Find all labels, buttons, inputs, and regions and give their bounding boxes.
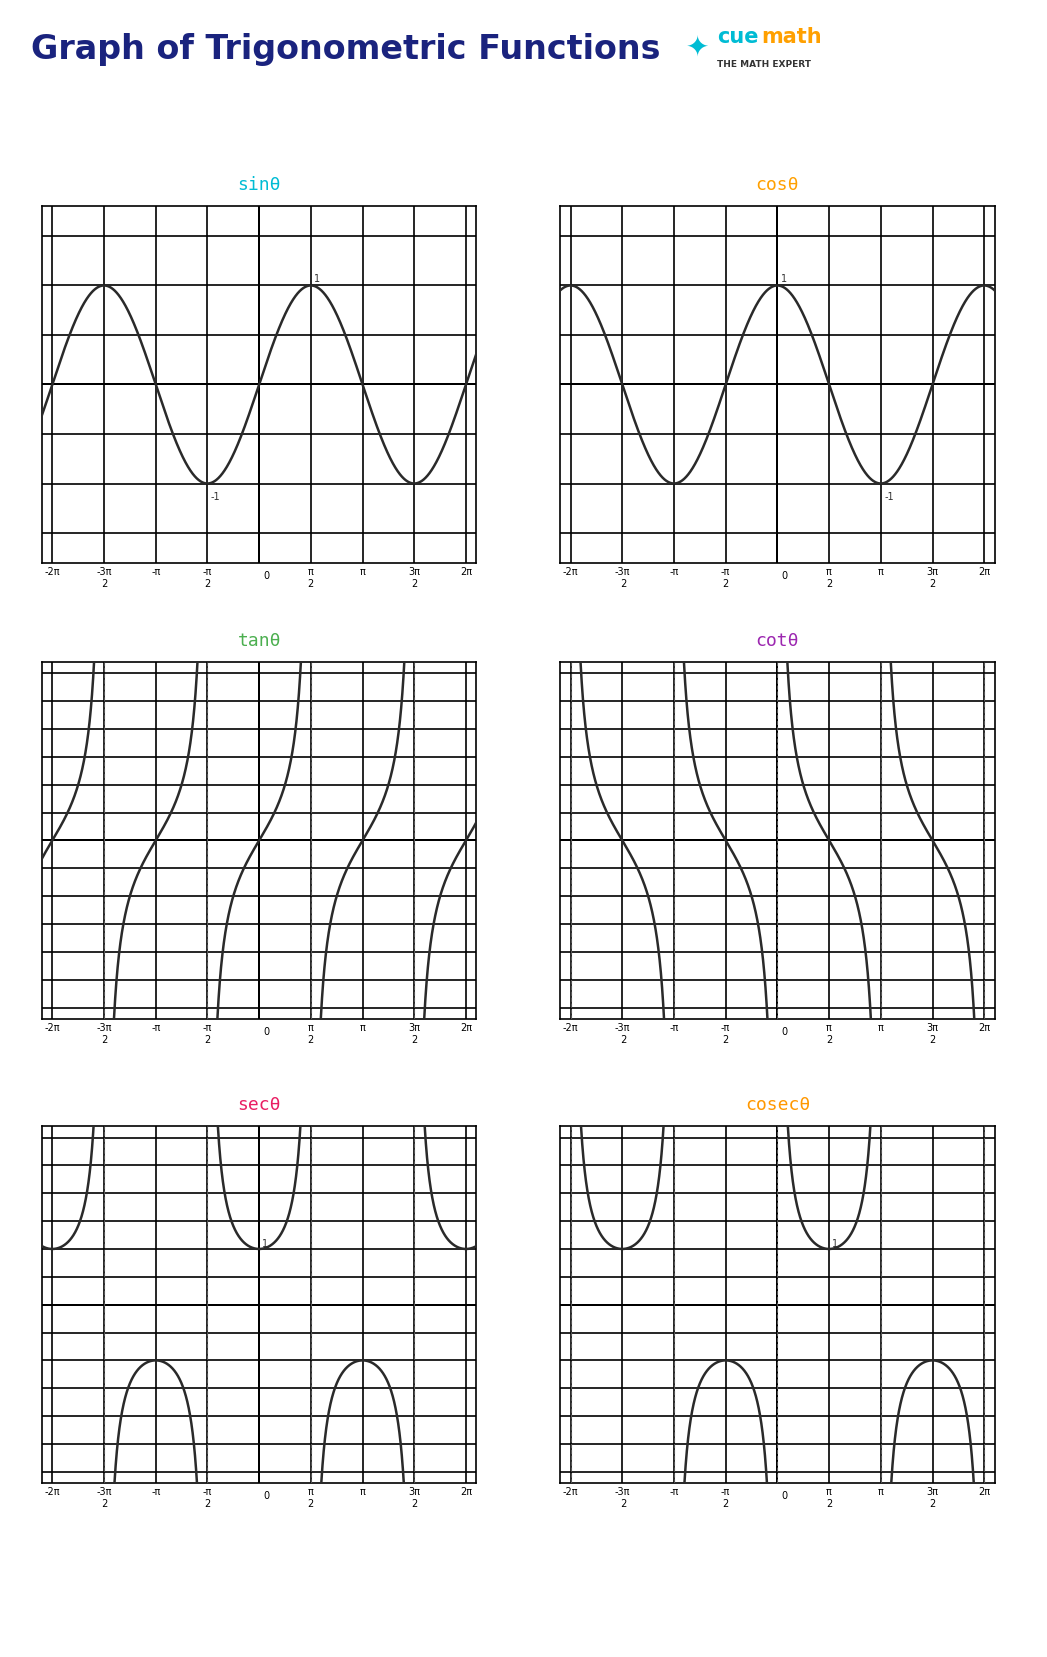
Text: π: π bbox=[359, 567, 365, 577]
Text: -2π: -2π bbox=[562, 1022, 578, 1032]
Text: -3π
 2: -3π 2 bbox=[96, 1022, 112, 1044]
Text: -1: -1 bbox=[210, 492, 220, 502]
Text: 0: 0 bbox=[781, 1026, 787, 1036]
Text: π
2: π 2 bbox=[308, 567, 314, 588]
Text: -2π: -2π bbox=[44, 1022, 60, 1032]
Text: -1: -1 bbox=[884, 492, 894, 502]
Text: 1: 1 bbox=[781, 275, 786, 285]
Text: π
2: π 2 bbox=[308, 1022, 314, 1044]
Text: -π: -π bbox=[151, 1486, 160, 1496]
Text: 1: 1 bbox=[314, 275, 320, 285]
Text: π: π bbox=[877, 1486, 884, 1496]
Text: π
2: π 2 bbox=[826, 1022, 832, 1044]
Text: -2π: -2π bbox=[44, 567, 60, 577]
Text: 1: 1 bbox=[832, 1238, 839, 1248]
Text: cotθ: cotθ bbox=[756, 631, 799, 650]
Text: -π
2: -π 2 bbox=[721, 567, 731, 588]
Text: tanθ: tanθ bbox=[238, 631, 281, 650]
Text: -π
2: -π 2 bbox=[203, 1022, 213, 1044]
Text: π
2: π 2 bbox=[826, 567, 832, 588]
Text: 3π
2: 3π 2 bbox=[927, 1486, 938, 1508]
Text: -π
2: -π 2 bbox=[721, 1486, 731, 1508]
Text: 2π: 2π bbox=[460, 567, 472, 577]
Text: 3π
2: 3π 2 bbox=[408, 1022, 420, 1044]
Text: sinθ: sinθ bbox=[238, 176, 281, 194]
Text: -π: -π bbox=[151, 1022, 160, 1032]
Text: 0: 0 bbox=[263, 570, 269, 580]
Text: -3π
 2: -3π 2 bbox=[615, 1486, 630, 1508]
Text: -2π: -2π bbox=[44, 1486, 60, 1496]
Text: THE MATH EXPERT: THE MATH EXPERT bbox=[717, 60, 811, 68]
Text: π
2: π 2 bbox=[826, 1486, 832, 1508]
Text: 2π: 2π bbox=[978, 1022, 990, 1032]
Text: 2π: 2π bbox=[978, 1486, 990, 1496]
Text: -2π: -2π bbox=[562, 1486, 578, 1496]
Text: π: π bbox=[877, 1022, 884, 1032]
Text: -3π
 2: -3π 2 bbox=[615, 1022, 630, 1044]
Text: -π: -π bbox=[669, 1022, 678, 1032]
Text: cosecθ: cosecθ bbox=[744, 1095, 810, 1114]
Text: cue: cue bbox=[717, 27, 759, 46]
Text: cosθ: cosθ bbox=[756, 176, 799, 194]
Text: π: π bbox=[359, 1486, 365, 1496]
Text: 0: 0 bbox=[781, 1490, 787, 1500]
Text: 0: 0 bbox=[263, 1490, 269, 1500]
Text: 3π
2: 3π 2 bbox=[927, 567, 938, 588]
Text: -π: -π bbox=[669, 567, 678, 577]
Text: Graph of Trigonometric Functions: Graph of Trigonometric Functions bbox=[31, 33, 661, 66]
Text: -π: -π bbox=[669, 1486, 678, 1496]
Text: -3π
 2: -3π 2 bbox=[96, 567, 112, 588]
Text: secθ: secθ bbox=[238, 1095, 281, 1114]
Text: -π: -π bbox=[151, 567, 160, 577]
Text: 2π: 2π bbox=[460, 1022, 472, 1032]
Text: 1: 1 bbox=[263, 1238, 268, 1248]
Text: -π
2: -π 2 bbox=[721, 1022, 731, 1044]
Text: -π
2: -π 2 bbox=[203, 567, 213, 588]
Text: 3π
2: 3π 2 bbox=[408, 567, 420, 588]
Text: 3π
2: 3π 2 bbox=[927, 1022, 938, 1044]
Text: -π
2: -π 2 bbox=[203, 1486, 213, 1508]
Text: -3π
 2: -3π 2 bbox=[96, 1486, 112, 1508]
Text: 0: 0 bbox=[263, 1026, 269, 1036]
Text: π: π bbox=[877, 567, 884, 577]
Text: π: π bbox=[359, 1022, 365, 1032]
Text: 2π: 2π bbox=[978, 567, 990, 577]
Text: π
2: π 2 bbox=[308, 1486, 314, 1508]
Text: -3π
 2: -3π 2 bbox=[615, 567, 630, 588]
Text: -2π: -2π bbox=[562, 567, 578, 577]
Text: 0: 0 bbox=[781, 570, 787, 580]
Text: ✦: ✦ bbox=[686, 33, 709, 61]
Text: math: math bbox=[761, 27, 822, 46]
Text: 3π
2: 3π 2 bbox=[408, 1486, 420, 1508]
Text: 2π: 2π bbox=[460, 1486, 472, 1496]
